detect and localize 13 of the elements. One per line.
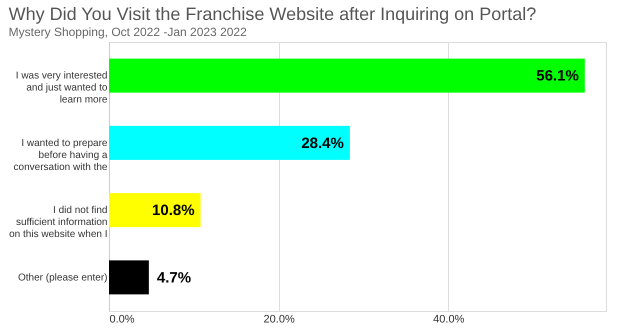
chart-subtitle: Mystery Shopping, Oct 2022 -Jan 2023 2022 <box>8 25 248 39</box>
x-tick-label: 0.0% <box>110 314 135 326</box>
y-tick-label: I did not find sufficient information on this website when I <box>9 205 108 240</box>
y-tick-label: Other (please enter) <box>18 272 108 284</box>
chart-title: Why Did You Visit the Franchise Website after Inquiring on Portal? <box>8 4 536 24</box>
y-tick-label: I wanted to prepare before having a conversation with the <box>14 138 108 173</box>
data-label: 4.7% <box>156 269 192 286</box>
data-label: 10.8% <box>152 202 195 220</box>
data-label: 56.1% <box>536 68 579 85</box>
data-label: 28.4% <box>301 134 344 152</box>
x-tick-label: 20.0% <box>264 314 295 326</box>
x-tick-label: 40.0% <box>433 314 465 326</box>
y-tick-label: I was very interested and just wanted to learn more <box>16 70 108 106</box>
